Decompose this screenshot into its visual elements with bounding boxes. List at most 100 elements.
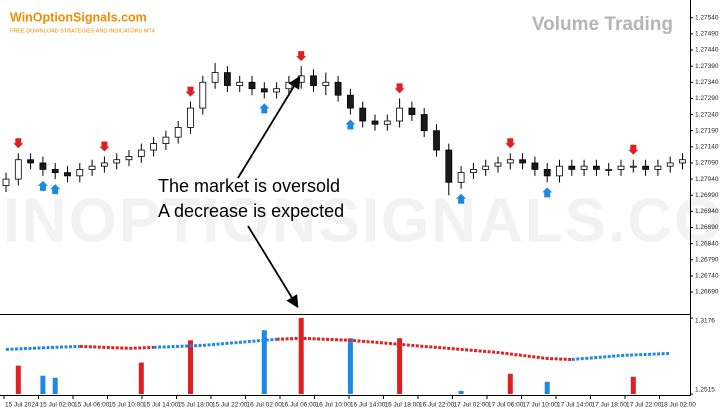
x-tick-label: 15 Jul 10:00 [109, 402, 145, 409]
candle-body [223, 72, 231, 86]
candle-body [482, 165, 490, 170]
y-tick-label: 1.26740 [695, 273, 719, 280]
annotation: A decrease is expected [158, 201, 344, 221]
candle-body [113, 159, 121, 164]
candle-body [531, 162, 539, 170]
candle-body [617, 165, 625, 170]
candle-body [150, 143, 158, 151]
candle-body [457, 172, 465, 183]
candle-body [371, 120, 379, 125]
candle-body [506, 159, 514, 164]
x-tick-label: 15 Jul 06:00 [74, 402, 110, 409]
candle-body [346, 94, 354, 109]
x-tick-label: 16 Jul 02:00 [247, 402, 283, 409]
watermark: WINOPTIONSIGNALS.COM [0, 186, 720, 255]
y-tick-label: 1.27190 [695, 127, 719, 134]
candle-body [187, 107, 194, 128]
buy-arrow [456, 193, 467, 204]
x-tick-label: 16 Jul 14:00 [350, 402, 386, 409]
x-tick-label: 17 Jul 22:00 [626, 402, 662, 409]
x-tick-label: 15 Jul 02:00 [40, 402, 76, 409]
indicator-line [79, 336, 572, 362]
tagline: FREE DOWNLOAD STRATEGIES AND INDICATORS … [10, 28, 155, 34]
candle-body [396, 107, 404, 122]
x-tick-label: 16 Jul 18:00 [385, 402, 421, 409]
candle-body [469, 169, 477, 174]
histogram-bar [138, 362, 144, 394]
candle-body [445, 149, 453, 183]
buy-arrow [542, 187, 553, 198]
candle-body [174, 127, 182, 138]
y-tick-label: 1.27490 [695, 31, 719, 38]
candle-body [310, 75, 317, 86]
histogram-bar [261, 330, 267, 394]
y-tick-label: 1.26840 [695, 240, 719, 247]
histogram-bar [630, 376, 636, 394]
histogram-bar [15, 365, 21, 394]
brand: WinOptionSignals.com [10, 10, 147, 24]
y-tick-label: 1.27390 [695, 63, 719, 70]
y-tick-label: 1.27290 [695, 95, 719, 102]
sell-arrow [628, 144, 639, 155]
candle-body [556, 165, 563, 177]
sell-arrow [99, 141, 110, 152]
candle-body [137, 149, 145, 157]
y-tick-label: 1.27540 [695, 14, 719, 21]
candle-body [383, 120, 391, 125]
sell-arrow [296, 51, 307, 62]
x-tick-label: 17 Jul 14:00 [557, 402, 593, 409]
annotation-arrow [247, 225, 299, 309]
y-tick-label: 1.26790 [695, 256, 719, 263]
y-tick-label: 1.26990 [695, 192, 719, 199]
x-tick-label: 15 Jul 18:00 [178, 402, 214, 409]
candle-body [273, 88, 281, 93]
y-tick-label: 1.27240 [695, 111, 719, 118]
indicator-line [5, 337, 671, 362]
y-tick-label: 1.27140 [695, 144, 719, 151]
candle-body [199, 81, 207, 109]
candle-body [39, 162, 47, 170]
candle-body [629, 165, 637, 168]
candle-body [519, 159, 526, 164]
y-tick-label: 1.2515 [695, 387, 715, 394]
annotation: The market is oversold [158, 176, 340, 196]
y-tick-label: 1.27040 [695, 176, 719, 183]
y-tick-label: 1.26940 [695, 208, 719, 215]
x-tick-label: 15 Jul 2024 [5, 402, 39, 409]
panel-title: Volume Trading [532, 14, 673, 35]
x-tick-label: 16 Jul 06:00 [281, 402, 317, 409]
candle-body [248, 81, 256, 90]
candle-body [14, 159, 22, 180]
candle-body [125, 156, 133, 161]
x-tick-label: 18 Jul 02:00 [661, 402, 697, 409]
x-tick-label: 17 Jul 06:00 [488, 402, 524, 409]
candle-body [162, 136, 170, 144]
x-tick-label: 15 Jul 22:00 [212, 402, 248, 409]
buy-arrow [259, 103, 270, 114]
buy-arrow [37, 180, 48, 191]
y-tick-label: 1.26690 [695, 289, 719, 296]
buy-arrow [345, 119, 356, 130]
candle-body [568, 165, 576, 170]
candle-body [64, 172, 71, 177]
x-tick-label: 15 Jul 14:00 [143, 402, 179, 409]
sell-arrow [13, 138, 24, 149]
x-tick-label: 17 Jul 02:00 [454, 402, 490, 409]
x-tick-label: 17 Jul 18:00 [592, 402, 628, 409]
y-tick-label: 1.27340 [695, 79, 719, 86]
histogram-bar [544, 381, 550, 394]
candle-body [88, 165, 96, 170]
candle-body [27, 159, 35, 164]
sell-arrow [185, 86, 196, 97]
candle-body [334, 81, 342, 96]
x-tick-label: 16 Jul 10:00 [316, 402, 352, 409]
histogram-bar [458, 390, 464, 394]
candle-body [408, 107, 416, 115]
candle-body [593, 165, 600, 170]
candle-body [543, 169, 551, 177]
histogram-bar [298, 318, 304, 394]
candle-body [260, 88, 268, 93]
histogram-bar [347, 338, 353, 394]
